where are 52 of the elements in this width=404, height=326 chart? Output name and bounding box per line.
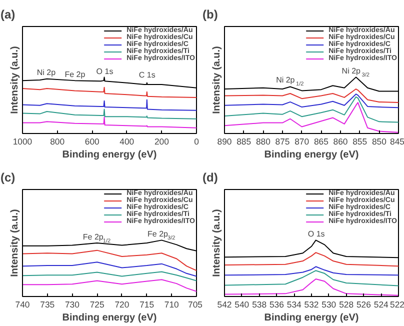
x-tick-label: 538 — [252, 300, 267, 310]
x-tick-label: 600 — [84, 136, 100, 146]
chart-title: (b) — [202, 8, 218, 22]
x-axis-title: Binding energy (eV) — [264, 150, 359, 160]
x-tick-label: 524 — [374, 300, 389, 310]
chart-title: (c) — [0, 170, 16, 184]
annotation: Ni 2p — [36, 68, 56, 78]
x-tick-label: 528 — [339, 300, 354, 310]
y-axis-title: Intensity (a.u.) — [212, 46, 222, 114]
annotation: O 1s — [308, 229, 325, 238]
x-tick-label: 534 — [286, 300, 302, 310]
x-tick-label: 720 — [114, 300, 130, 310]
x-tick-label: 865 — [314, 136, 329, 146]
y-axis-title: Intensity (a.u.) — [10, 46, 20, 114]
chart-title: (d) — [202, 170, 218, 184]
x-axis-title: Binding energy (eV) — [62, 150, 157, 160]
x-tick-label: 730 — [64, 300, 80, 310]
x-tick-label: 885 — [236, 136, 252, 146]
annotation: Fe 2p — [64, 70, 86, 79]
x-tick-label: 850 — [372, 136, 387, 146]
x-tick-label: 1000 — [12, 136, 32, 146]
x-tick-label: 522 — [390, 300, 404, 310]
x-tick-label: 870 — [294, 136, 310, 146]
x-tick-label: 200 — [154, 136, 170, 146]
y-axis-title: Intensity (a.u.) — [212, 209, 222, 277]
x-tick-label: 400 — [120, 136, 134, 146]
annotation: O 1s — [96, 67, 114, 76]
x-tick-label: 532 — [304, 300, 319, 310]
x-tick-label: 800 — [50, 136, 65, 146]
x-tick-label: 880 — [256, 136, 271, 146]
x-tick-label: 735 — [40, 300, 55, 310]
x-tick-label: 890 — [217, 136, 232, 146]
x-tick-label: 860 — [333, 136, 348, 146]
x-tick-label: 725 — [90, 300, 104, 310]
annotation: C 1s — [138, 70, 156, 80]
x-axis-title: Binding energy (eV) — [264, 312, 359, 324]
x-tick-label: 530 — [322, 300, 336, 310]
x-tick-label: 0 — [194, 136, 200, 146]
x-tick-label: 855 — [352, 136, 368, 146]
x-tick-label: 540 — [234, 300, 250, 310]
y-axis-title: Intensity (a.u.) — [10, 209, 20, 277]
x-tick-label: 542 — [217, 300, 232, 310]
x-axis-title: Binding energy (eV) — [62, 312, 157, 324]
x-tick-label: 526 — [356, 300, 372, 310]
x-tick-label: 705 — [188, 300, 203, 310]
x-tick-label: 715 — [140, 300, 154, 310]
x-tick-label: 536 — [269, 300, 284, 310]
x-tick-label: 845 — [390, 136, 404, 146]
x-tick-label: 740 — [15, 300, 30, 310]
x-tick-label: 875 — [275, 136, 290, 146]
chart-title: (a) — [0, 8, 16, 22]
x-tick-label: 710 — [164, 300, 180, 310]
